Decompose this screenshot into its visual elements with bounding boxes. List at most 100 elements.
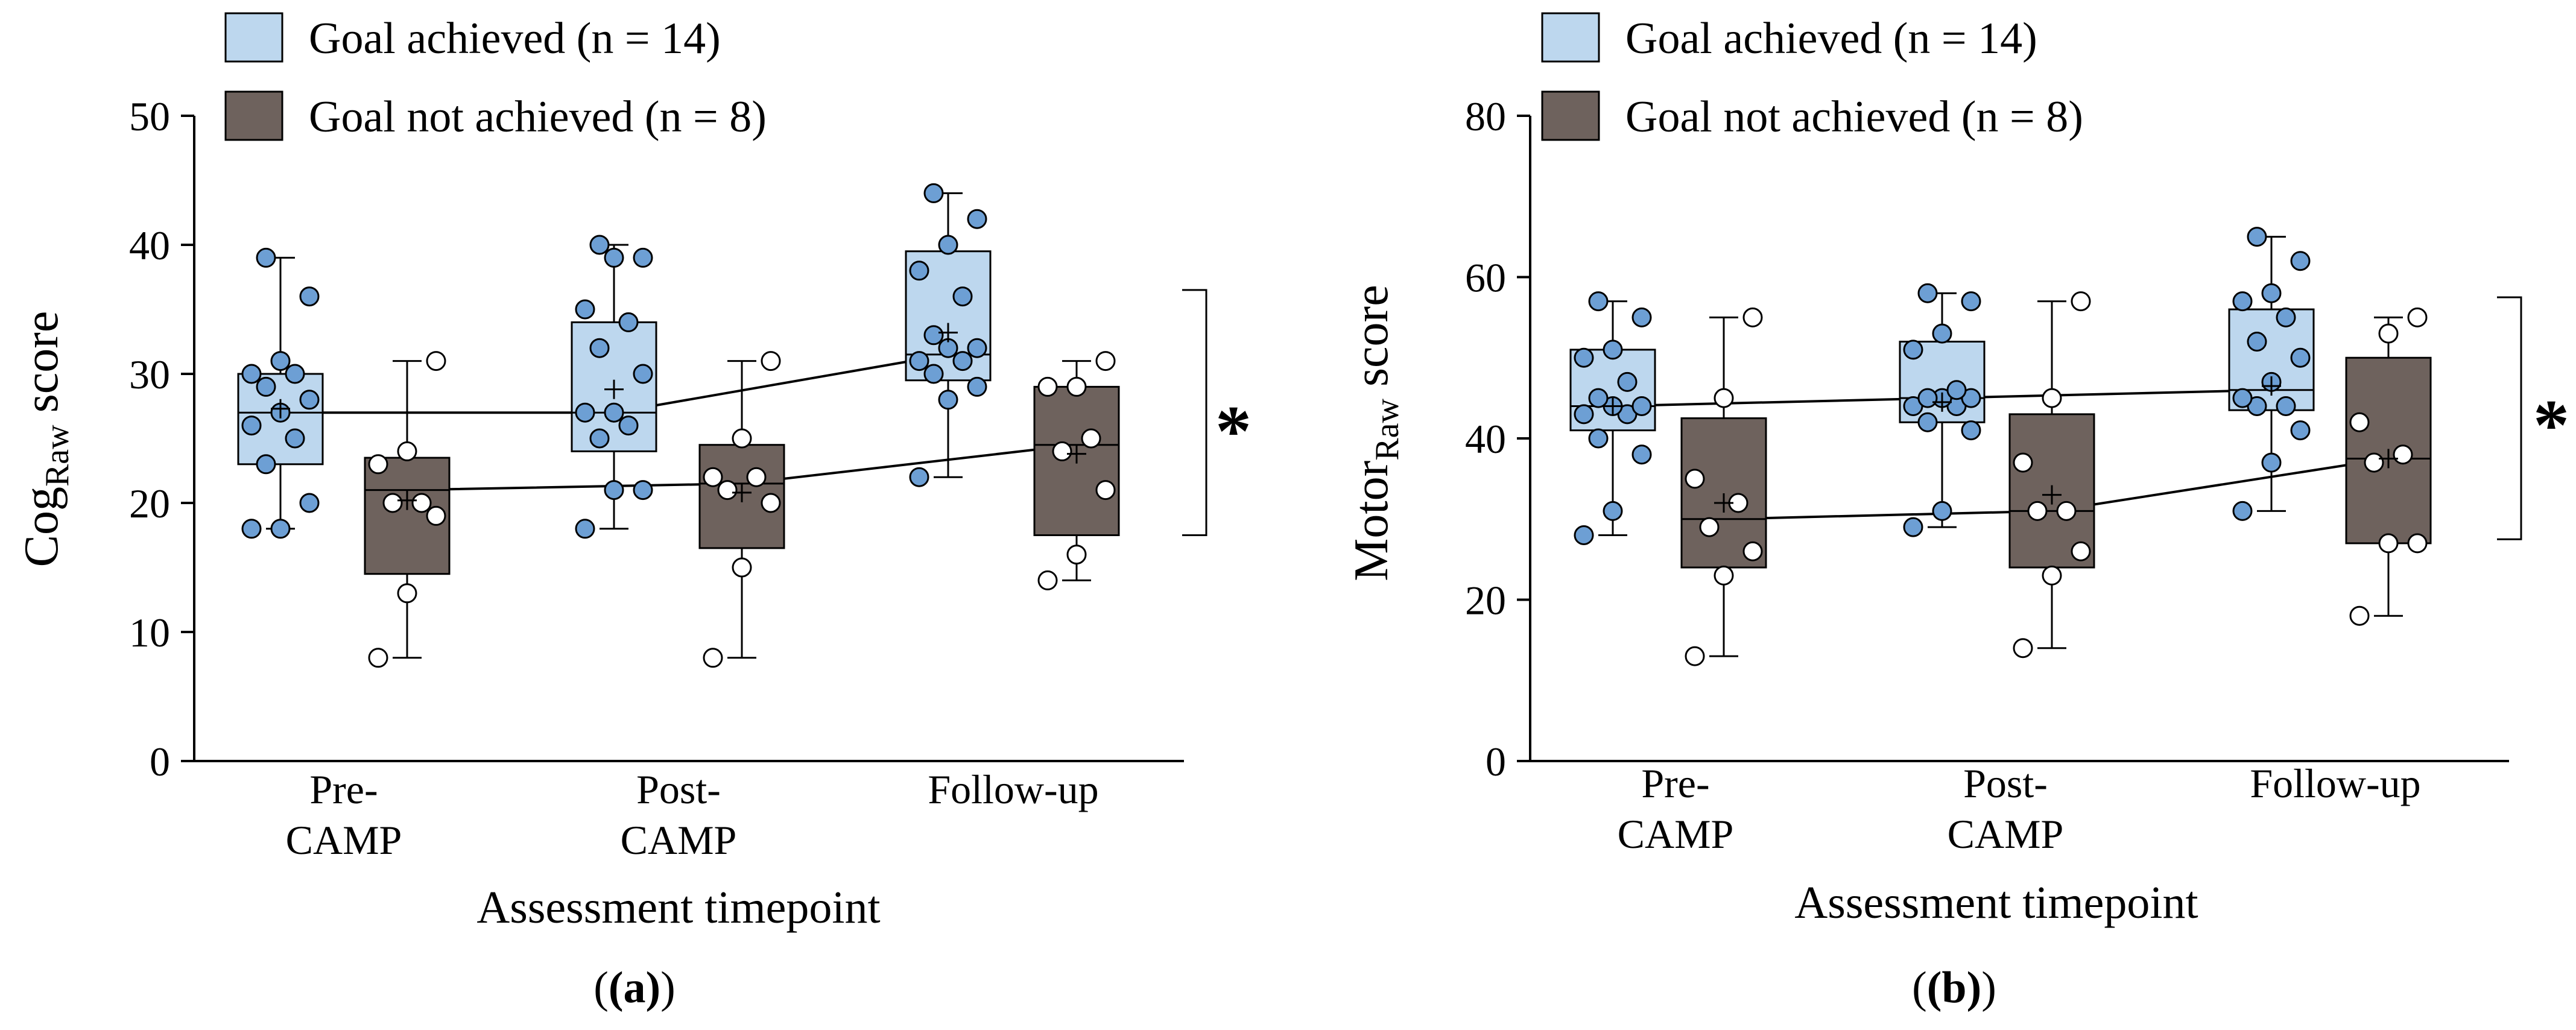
data-point-b-not-achieved-0-0 — [1685, 646, 1705, 666]
data-point-b-achieved-2-7 — [2290, 347, 2311, 368]
data-point-b-achieved-0-13 — [1588, 291, 1609, 312]
y-tick-label-b-0: 0 — [1486, 739, 1506, 785]
data-point-b-not-achieved-2-2 — [2407, 533, 2428, 554]
data-point-b-achieved-0-10 — [1574, 347, 1594, 368]
data-point-a-not-achieved-0-7 — [426, 351, 446, 371]
data-point-a-not-achieved-0-6 — [397, 441, 417, 461]
legend-b: Goal achieved (n = 14) Goal not achieved… — [1541, 12, 2083, 142]
data-point-a-achieved-1-13 — [589, 235, 610, 255]
data-point-b-achieved-2-12 — [2290, 251, 2311, 271]
data-point-b-not-achieved-0-1 — [1714, 565, 1734, 586]
y-tick-label-a-40: 40 — [129, 223, 170, 268]
data-point-b-not-achieved-2-3 — [2364, 452, 2384, 473]
legend-swatch-achieved — [1541, 12, 1600, 63]
data-point-b-achieved-0-12 — [1631, 307, 1652, 327]
data-point-a-achieved-0-5 — [241, 415, 262, 436]
data-point-a-achieved-1-8 — [589, 338, 610, 358]
data-point-b-not-achieved-1-3 — [2027, 501, 2048, 521]
data-point-a-achieved-0-3 — [256, 454, 276, 475]
y-tick-label-a-20: 20 — [129, 481, 170, 526]
data-point-a-not-achieved-2-4 — [1081, 428, 1101, 449]
x-tick-label-follow-up-b: Follow-up — [2250, 760, 2420, 806]
panel-b: Goal achieved (n = 14) Goal not achieved… — [1345, 12, 2569, 1013]
significance-star-a: * — [1215, 391, 1252, 471]
data-point-a-achieved-0-9 — [285, 364, 305, 384]
y-tick-label-b-80: 80 — [1465, 93, 1506, 139]
data-point-b-achieved-1-1 — [1932, 501, 1952, 521]
data-point-b-achieved-0-0 — [1574, 525, 1594, 545]
data-point-a-achieved-2-12 — [967, 209, 987, 229]
data-point-a-not-achieved-0-5 — [368, 454, 388, 475]
y-tick-label-b-20: 20 — [1465, 578, 1506, 624]
data-point-a-not-achieved-1-2 — [761, 493, 781, 513]
data-point-b-not-achieved-0-7 — [1742, 307, 1763, 327]
x-tick-label-post-camp-b: Post-CAMP — [1948, 760, 2064, 857]
legend-label-achieved: Goal achieved (n = 14) — [1625, 14, 2037, 63]
data-point-a-achieved-0-7 — [299, 390, 320, 410]
data-point-a-not-achieved-0-2 — [426, 505, 446, 526]
data-point-b-not-achieved-1-5 — [2013, 452, 2033, 473]
x-tick-label-pre-camp-b: Pre-CAMP — [1618, 760, 1734, 857]
data-point-a-not-achieved-2-6 — [1066, 376, 1087, 397]
data-point-a-not-achieved-1-4 — [746, 467, 767, 487]
data-point-a-not-achieved-2-7 — [1095, 351, 1116, 371]
data-point-a-achieved-2-13 — [923, 183, 944, 203]
y-ticks-b: 0 20 40 60 80 — [1465, 93, 1530, 785]
data-point-a-not-achieved-1-3 — [717, 480, 738, 501]
data-point-b-achieved-1-11 — [1932, 323, 1952, 344]
data-point-a-not-achieved-0-0 — [368, 648, 388, 668]
data-point-b-achieved-2-9 — [2276, 307, 2296, 327]
y-tick-label-b-40: 40 — [1465, 416, 1506, 462]
data-point-a-achieved-1-5 — [575, 402, 595, 423]
data-point-b-not-achieved-1-0 — [2013, 638, 2033, 659]
legend-a: Goal achieved (n = 14) Goal not achieved… — [224, 12, 767, 142]
data-point-a-achieved-2-1 — [938, 390, 958, 410]
x-tick-label-pre-camp-a: Pre-CAMP — [286, 766, 402, 863]
data-point-a-achieved-2-5 — [909, 351, 929, 371]
y-tick-label-a-50: 50 — [129, 93, 170, 139]
data-point-b-achieved-1-12 — [1961, 291, 1981, 312]
significance-bracket-a — [1182, 289, 1207, 536]
data-point-a-achieved-1-9 — [618, 312, 639, 332]
data-point-b-achieved-0-8 — [1588, 388, 1609, 408]
data-point-b-achieved-1-13 — [1917, 283, 1938, 303]
data-point-a-achieved-0-10 — [241, 364, 262, 384]
data-point-b-not-achieved-2-0 — [2349, 605, 2370, 626]
x-axis-label-b: Assessment timepoint — [1794, 877, 2198, 928]
data-point-a-achieved-2-3 — [923, 364, 944, 384]
panel-label-b: ((b)) — [1912, 963, 1996, 1013]
data-point-a-achieved-2-0 — [909, 467, 929, 487]
data-point-b-achieved-0-11 — [1603, 340, 1623, 360]
x-tick-label-post-camp-a: Post-CAMP — [621, 766, 737, 863]
data-point-b-achieved-0-3 — [1588, 428, 1609, 449]
data-point-a-achieved-0-11 — [270, 351, 291, 371]
data-point-a-achieved-2-10 — [909, 261, 929, 281]
data-point-a-achieved-2-4 — [952, 351, 973, 371]
data-point-b-achieved-0-5 — [1574, 404, 1594, 425]
data-point-a-not-achieved-2-1 — [1066, 545, 1087, 565]
data-point-b-not-achieved-2-4 — [2393, 444, 2413, 465]
significance-bracket-b — [2497, 296, 2522, 540]
data-point-b-not-achieved-1-6 — [2042, 388, 2062, 408]
data-point-b-achieved-0-9 — [1617, 371, 1638, 392]
data-point-a-achieved-1-3 — [589, 428, 610, 449]
data-point-b-achieved-2-1 — [2261, 452, 2282, 473]
data-point-b-achieved-2-5 — [2232, 388, 2253, 408]
data-point-a-achieved-0-13 — [256, 247, 276, 268]
data-point-b-achieved-2-10 — [2232, 291, 2253, 312]
data-point-a-achieved-1-7 — [633, 364, 653, 384]
data-point-b-achieved-2-11 — [2261, 283, 2282, 303]
panel-label-a: ((a)) — [593, 963, 676, 1013]
data-point-b-achieved-2-0 — [2232, 501, 2253, 521]
data-point-a-not-achieved-1-1 — [732, 557, 752, 578]
legend-label-achieved: Goal achieved (n = 14) — [309, 14, 721, 63]
y-axis-label-a: CogRaw score — [15, 311, 76, 567]
data-point-b-not-achieved-2-6 — [2378, 323, 2399, 344]
y-tick-label-b-60: 60 — [1465, 255, 1506, 301]
legend-swatch-not-achieved — [224, 90, 283, 141]
y-ticks-a: 0 10 20 30 40 50 — [129, 93, 194, 785]
data-point-b-not-achieved-0-5 — [1685, 469, 1705, 489]
data-point-b-not-achieved-1-4 — [2056, 501, 2077, 521]
